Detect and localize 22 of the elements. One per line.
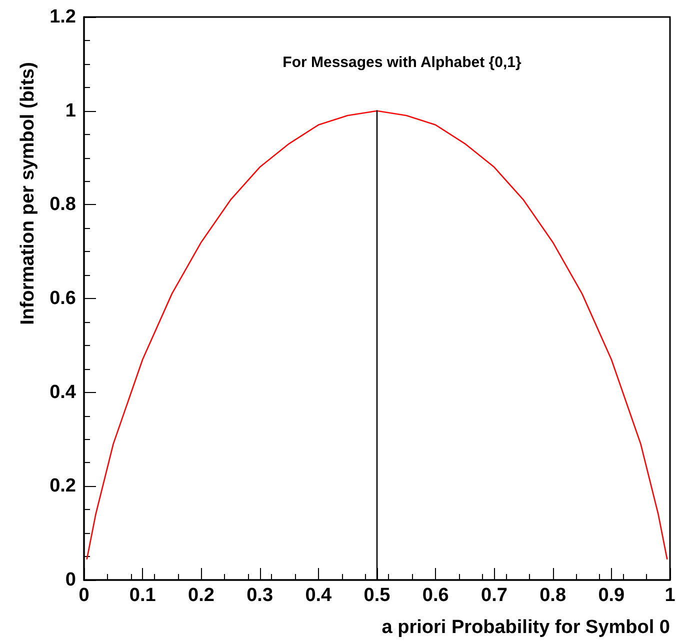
x-tick-label: 0.4 xyxy=(305,585,332,606)
x-tick-label: 0.9 xyxy=(598,585,625,606)
line-series xyxy=(86,110,668,560)
x-tick-label: 1 xyxy=(664,585,676,606)
y-tick-label: 0 xyxy=(65,570,76,590)
x-tick-label: 0.8 xyxy=(540,585,566,606)
x-tick-label: 0 xyxy=(78,585,90,606)
y-axis-title: Information per symbol (bits) xyxy=(18,62,38,325)
y-tick-label: 0.6 xyxy=(50,288,76,309)
x-tick-label: 0.5 xyxy=(364,585,391,606)
y-tick-label: 1.2 xyxy=(50,6,76,28)
y-tick-label: 0.2 xyxy=(50,476,76,497)
x-tick-label: 0.1 xyxy=(129,585,156,606)
text: For Messages with Alphabet {0,1} xyxy=(282,54,522,71)
x-tick-label: 0.2 xyxy=(188,585,214,606)
x-axis-title: a priori Probability for Symbol 0 xyxy=(382,617,670,638)
y-tick-label: 0.4 xyxy=(50,382,76,403)
x-tick-label: 0.6 xyxy=(422,585,449,606)
y-tick-label: 0.8 xyxy=(50,194,76,216)
x-tick-label: 0.3 xyxy=(246,585,274,606)
x-tick-label: 0.7 xyxy=(480,585,508,606)
y-tick-label: 1 xyxy=(65,100,76,122)
